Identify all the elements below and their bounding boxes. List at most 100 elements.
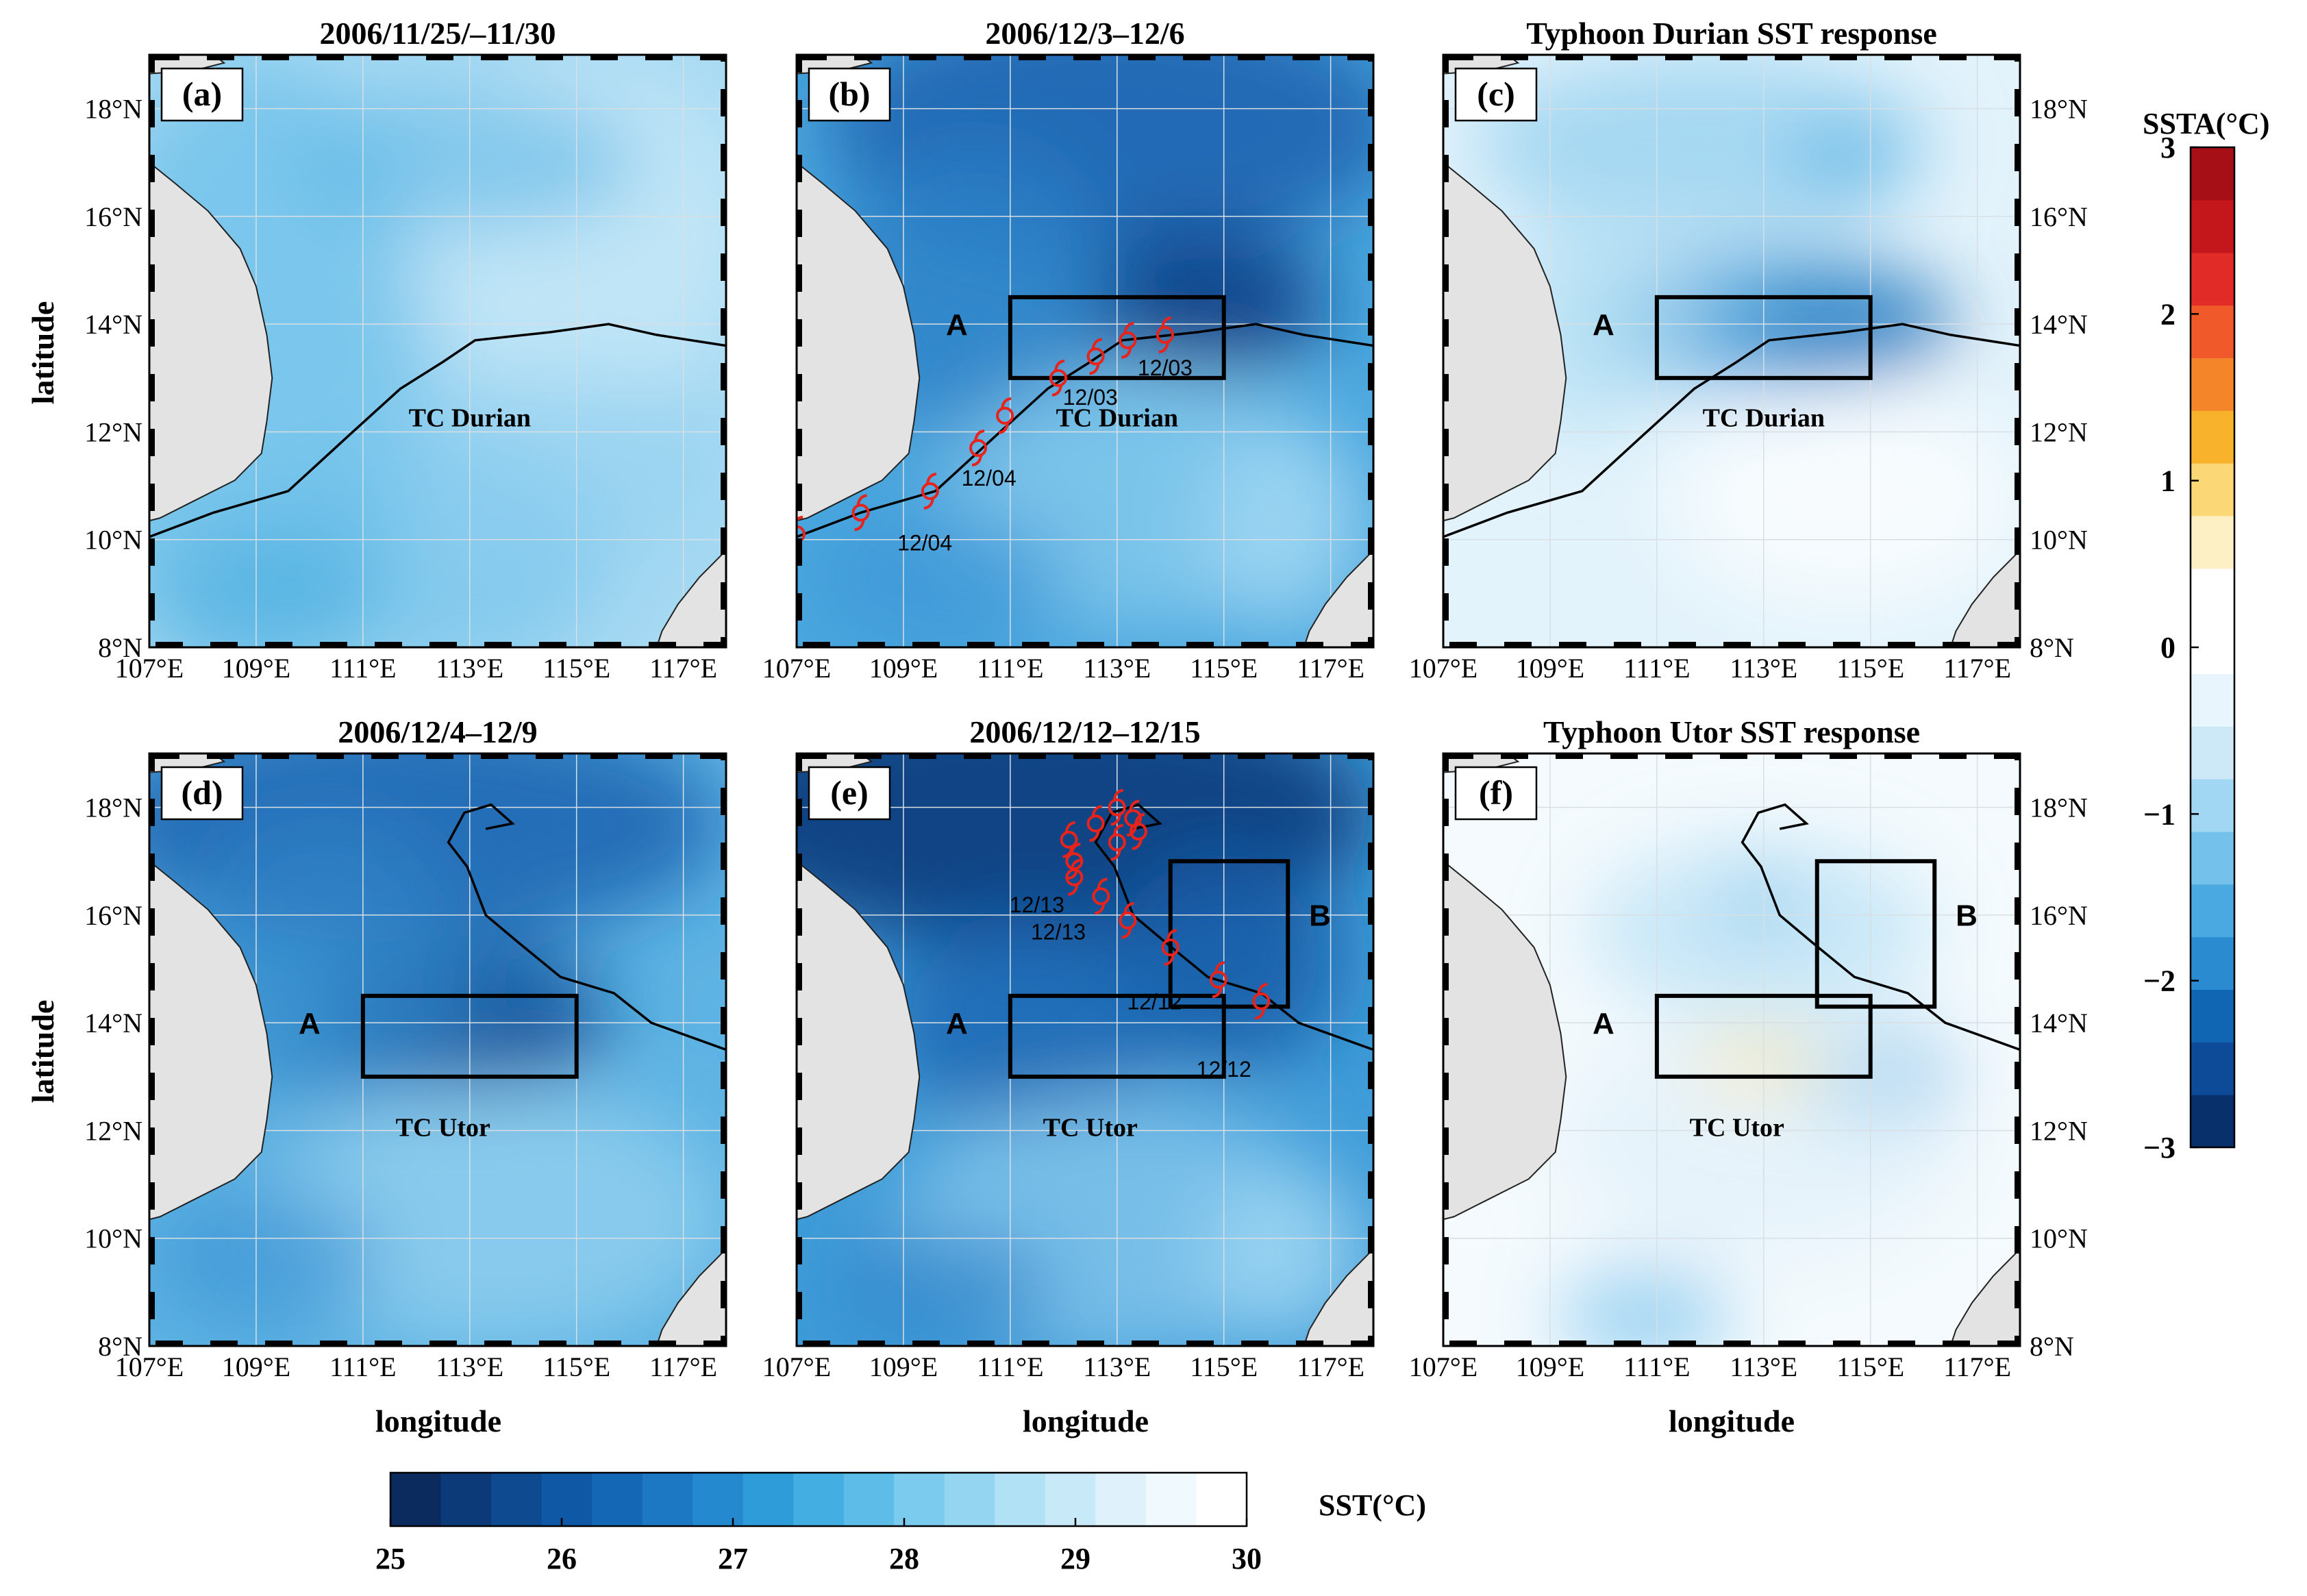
sst-colorbar-swatch	[541, 1473, 593, 1526]
lat-tick-label: 14°N	[2030, 309, 2088, 340]
track-name-label: TC Utor	[396, 1113, 490, 1142]
date-label: 12/03	[1138, 356, 1193, 380]
sst-colorbar-swatch	[440, 1473, 492, 1526]
lat-tick-label: 10°N	[2030, 1223, 2088, 1254]
panel-title: 2006/12/12–12/15	[969, 714, 1200, 749]
sst-colorbar-swatch	[1045, 1473, 1097, 1526]
lat-tick-label: 12°N	[84, 416, 142, 447]
field-blob	[379, 362, 726, 577]
field-blob	[814, 505, 1068, 647]
lat-tick-label: 16°N	[84, 900, 142, 931]
sst-colorbar-swatch	[793, 1473, 845, 1526]
lon-tick-label: 109°E	[222, 653, 290, 684]
lat-tick-label: 14°N	[84, 1008, 142, 1038]
lon-tick-label: 109°E	[1516, 1351, 1584, 1382]
date-label: 12/04	[897, 530, 952, 555]
sst-colorbar-tick-label: 30	[1232, 1542, 1262, 1575]
lon-tick-label: 107°E	[115, 653, 184, 684]
panel-d: A TC Utor (d) 2006/12/4–12/9 107°E 109°E 111°E…	[84, 714, 727, 1382]
map-border	[797, 55, 1373, 647]
typhoon-marker-icon	[1252, 982, 1271, 1020]
ssta-colorbar: 3 2 1 0 −1 −2 −3	[2143, 131, 2236, 1164]
lon-tick-label: 111°E	[1623, 653, 1690, 684]
field-blob	[1789, 125, 1905, 197]
sst-colorbar-tick-label: 29	[1060, 1542, 1090, 1575]
region-box-A	[1008, 993, 1226, 1079]
ssta-colorbar-swatch	[2191, 831, 2234, 885]
lat-tick-label: 18°N	[2030, 793, 2088, 823]
lat-tick-label: 10°N	[2030, 525, 2088, 556]
lat-tick-label: 18°N	[2030, 94, 2088, 125]
ssta-colorbar-swatch	[2191, 1042, 2234, 1095]
land-philippines	[1303, 549, 1373, 647]
xlabel-col2: longitude	[1023, 1404, 1149, 1438]
field-blob	[1587, 250, 1934, 393]
date-label: 12/12	[1127, 990, 1182, 1014]
land-vietnam	[149, 161, 273, 522]
sst-colorbar-swatch	[642, 1473, 693, 1526]
map-border	[797, 753, 1373, 1346]
lat-tick-label: 8°N	[98, 1331, 142, 1362]
region-box-A	[360, 993, 579, 1079]
region-label-A: A	[299, 1007, 321, 1040]
lat-tick-label: 8°N	[98, 632, 142, 663]
ssta-colorbar-swatch	[2191, 568, 2234, 622]
field-blob	[1558, 1269, 1732, 1346]
typhoon-marker-icon	[1108, 823, 1126, 861]
sst-colorbar-tick-label: 26	[547, 1542, 577, 1575]
lon-tick-label: 117°E	[649, 653, 717, 684]
lon-tick-label: 111°E	[1623, 1351, 1690, 1382]
panel-f: A B TC Utor (f) Typhoon Utor SST response 107…	[1409, 714, 2088, 1382]
map-border	[149, 753, 726, 1346]
typhoon-marker-icon	[1129, 813, 1147, 851]
lon-tick-label: 117°E	[1943, 1351, 2011, 1382]
region-label-B: B	[1956, 899, 1978, 933]
field-blob	[1732, 877, 1790, 925]
panel-title: 2006/12/4–12/9	[338, 714, 537, 749]
panel-label-box	[808, 67, 891, 122]
sst-colorbar-swatch	[491, 1473, 543, 1526]
lon-tick-label: 107°E	[1409, 653, 1477, 684]
field-blob	[293, 90, 640, 233]
typhoon-marker-icon	[996, 397, 1014, 434]
region-label-B: B	[1309, 899, 1331, 933]
panel-label: (c)	[1477, 75, 1515, 113]
lon-tick-label: 113°E	[436, 1351, 503, 1382]
lat-tick-label: 18°N	[84, 793, 142, 823]
lon-tick-label: 115°E	[543, 1351, 610, 1382]
panel-a: TC Durian (a) 2006/11/25/–11/30 107°E 109°E 1…	[84, 16, 727, 684]
field-blob	[1691, 1038, 1830, 1086]
ssta-colorbar-swatch	[2191, 1095, 2234, 1148]
panel-label-box	[160, 67, 244, 122]
sst-colorbar-swatch	[693, 1473, 744, 1526]
lon-tick-label: 117°E	[1943, 653, 2011, 684]
lat-tick-label: 8°N	[2030, 632, 2074, 663]
ssta-colorbar-swatch	[2191, 515, 2234, 569]
field-d: A TC Utor	[149, 753, 726, 1346]
sst-colorbar-label: SST(°C)	[1319, 1488, 1426, 1522]
lon-tick-label: 113°E	[1730, 653, 1797, 684]
ssta-colorbar-swatch	[2191, 463, 2234, 516]
lon-tick-label: 111°E	[977, 653, 1043, 684]
xlabel-col1: longitude	[375, 1404, 501, 1438]
storm-track	[149, 323, 726, 538]
storm-track	[1443, 323, 2020, 538]
ssta-colorbar-swatch	[2191, 410, 2234, 464]
panel-label: (a)	[182, 75, 222, 113]
field-blob	[825, 1227, 1056, 1346]
typhoon-marker-icon	[1119, 901, 1137, 939]
lat-tick-label: 16°N	[84, 201, 142, 232]
lon-tick-label: 109°E	[869, 653, 938, 684]
typhoon-marker-icon	[1065, 858, 1084, 896]
lat-tick-label: 16°N	[2030, 900, 2088, 931]
field-blob	[149, 1186, 380, 1329]
lon-tick-label: 117°E	[1297, 653, 1364, 684]
ssta-colorbar-tick-label: 0	[2160, 631, 2175, 664]
track-name-label: TC Utor	[1690, 1113, 1784, 1142]
lon-tick-label: 109°E	[869, 1351, 938, 1382]
land-vietnam	[149, 860, 273, 1221]
panel-label: (d)	[181, 773, 223, 812]
region-label-A: A	[1593, 1007, 1614, 1040]
